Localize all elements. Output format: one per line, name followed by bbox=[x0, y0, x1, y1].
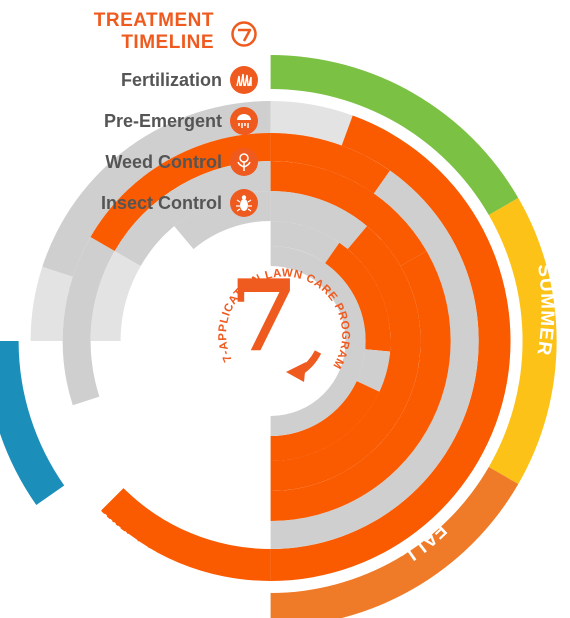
legend-label: Fertilization bbox=[120, 69, 222, 90]
legend-item-fertilization: Fertilization bbox=[121, 65, 258, 95]
treatment-band-0-4 bbox=[100, 488, 271, 581]
treatment-band-2-2 bbox=[270, 161, 427, 266]
treatment-bands bbox=[30, 101, 511, 581]
season-segment-fall bbox=[270, 467, 519, 618]
season-segment-spring bbox=[270, 55, 519, 215]
treatment-band-2-1 bbox=[114, 161, 271, 266]
legend-label: Weed Control bbox=[105, 151, 222, 172]
grass-icon bbox=[230, 66, 258, 94]
legend-item-pre-emergent: Pre-Emergent bbox=[104, 106, 258, 136]
treatment-band-5-0 bbox=[270, 246, 366, 436]
treatment-band-4-3 bbox=[270, 381, 380, 462]
treatment-band-4-0 bbox=[270, 221, 340, 264]
season-segment-winter bbox=[0, 341, 65, 505]
season-segment-summer bbox=[488, 198, 557, 484]
treatment-band-3-2 bbox=[270, 226, 421, 491]
treatment-band-2-0 bbox=[90, 251, 141, 341]
title-line-1: TREATMENT bbox=[93, 10, 214, 31]
bug-icon bbox=[230, 189, 258, 217]
sprinkler-icon bbox=[230, 107, 258, 135]
center-arrow-head bbox=[286, 362, 306, 382]
legend-label: Insect Control bbox=[100, 192, 222, 213]
treatment-band-1-0 bbox=[62, 237, 115, 406]
treatment-band-3-1 bbox=[270, 191, 367, 250]
treatment-band-0-3 bbox=[270, 115, 511, 581]
treatment-band-4-2 bbox=[356, 349, 391, 392]
title-block: TREATMENT TIMELINE bbox=[94, 10, 214, 54]
legend-label: Pre-Emergent bbox=[103, 110, 222, 131]
treatment-band-1-2 bbox=[270, 133, 390, 194]
treatment-band-1-3 bbox=[270, 170, 479, 549]
treatment-band-0-0 bbox=[30, 266, 73, 341]
legend-item-weed-control: Weed Control bbox=[105, 147, 258, 177]
dandelion-icon bbox=[230, 148, 258, 176]
legend-item-insect-control: Insect Control bbox=[101, 188, 258, 218]
title-line-2: TIMELINE bbox=[121, 32, 214, 53]
season-ring bbox=[0, 55, 557, 618]
treatment-band-0-2 bbox=[270, 101, 353, 146]
treatment-band-1-1 bbox=[90, 133, 271, 251]
center-numeral: 7 bbox=[230, 259, 298, 374]
timer-icon bbox=[231, 21, 257, 47]
treatment-band-2-3 bbox=[270, 251, 451, 521]
treatment-band-4-1 bbox=[325, 242, 391, 352]
